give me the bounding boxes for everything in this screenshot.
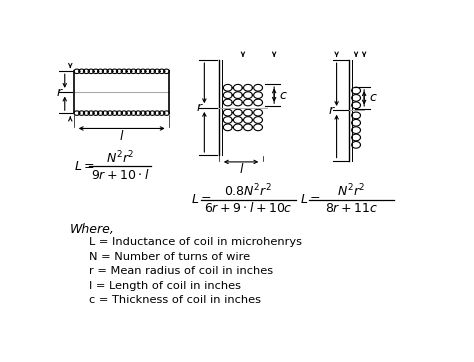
- Text: $0.8N^2r^2$: $0.8N^2r^2$: [224, 183, 273, 199]
- Text: c: c: [370, 92, 376, 104]
- Text: $L =$: $L =$: [74, 160, 95, 173]
- Text: N = Number of turns of wire: N = Number of turns of wire: [89, 252, 250, 262]
- Text: $N^2r^2$: $N^2r^2$: [337, 183, 365, 199]
- Text: $6r + 9 \cdot l + 10c$: $6r + 9 \cdot l + 10c$: [204, 202, 293, 215]
- Text: $L =$: $L =$: [300, 193, 320, 206]
- Text: $L =$: $L =$: [191, 193, 212, 206]
- Text: r: r: [57, 86, 62, 99]
- Text: L = Inductance of coil in microhenrys: L = Inductance of coil in microhenrys: [89, 237, 301, 247]
- Text: r = Mean radius of coil in inches: r = Mean radius of coil in inches: [89, 266, 273, 276]
- Text: l: l: [120, 130, 123, 143]
- Text: r: r: [196, 101, 201, 114]
- Text: $8r + 11c$: $8r + 11c$: [325, 202, 378, 215]
- Text: l = Length of coil in inches: l = Length of coil in inches: [89, 281, 241, 291]
- Text: $9r + 10 \cdot l$: $9r + 10 \cdot l$: [91, 168, 149, 182]
- Text: $N^2r^2$: $N^2r^2$: [106, 150, 134, 166]
- Text: Where,: Where,: [70, 223, 115, 236]
- Text: l: l: [239, 163, 243, 176]
- Text: r: r: [328, 104, 334, 117]
- Text: c: c: [280, 89, 287, 102]
- Text: c = Thickness of coil in inches: c = Thickness of coil in inches: [89, 295, 261, 305]
